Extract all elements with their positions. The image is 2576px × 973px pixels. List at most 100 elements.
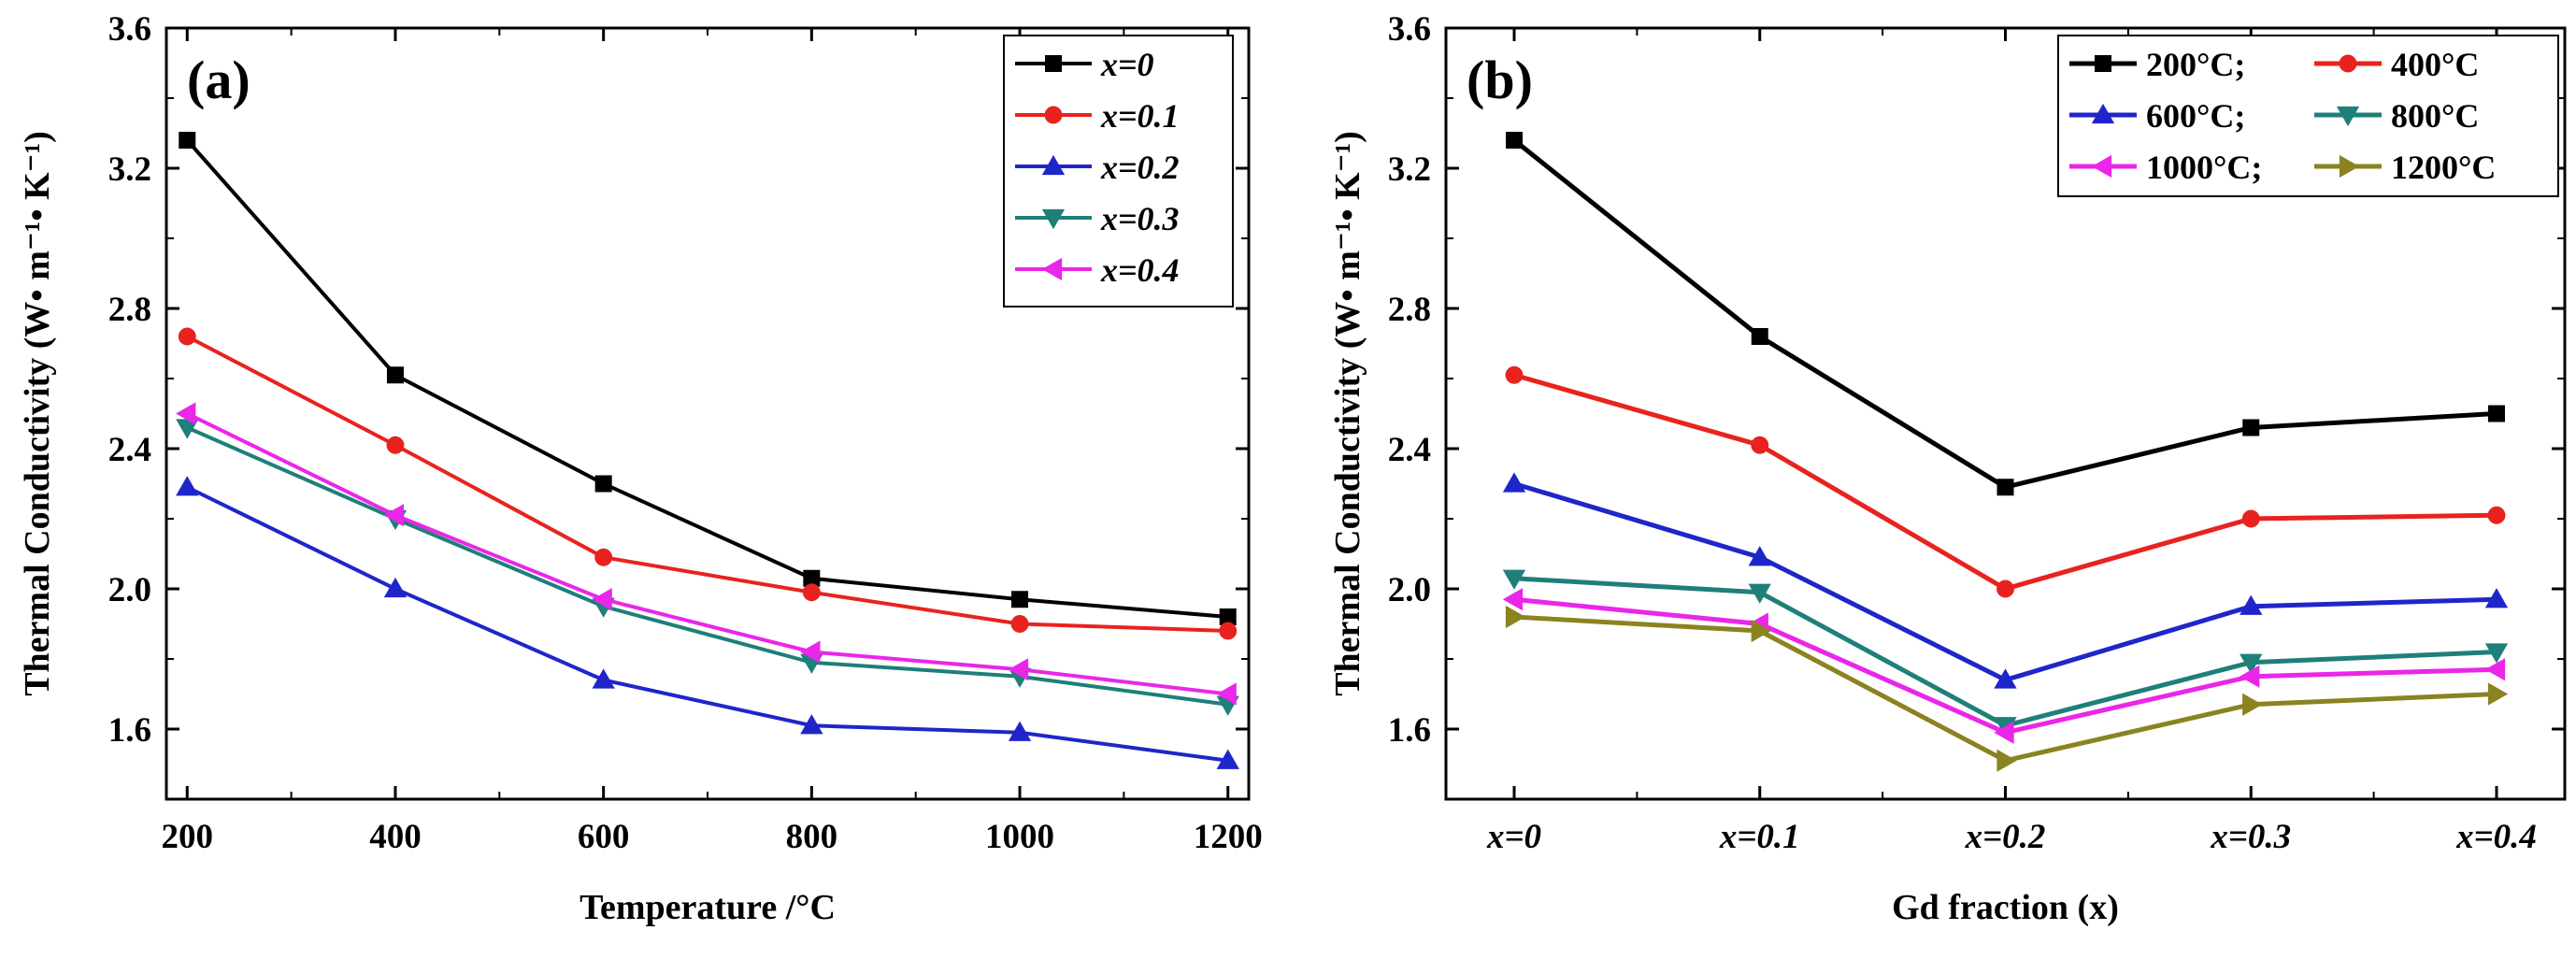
y-tick-label: 2.0 — [1388, 571, 1431, 609]
legend-label: x=0.3 — [1100, 200, 1180, 237]
y-tick-label: 2.4 — [108, 431, 151, 469]
series-line — [186, 425, 1228, 707]
legend-item: x=0.1 — [1015, 97, 1180, 135]
series-2 — [1505, 365, 2506, 598]
x-tick-label: x=0.4 — [2455, 818, 2537, 856]
legend-marker — [1044, 106, 1063, 124]
data-point — [1216, 749, 1239, 769]
data-point — [2241, 509, 2260, 528]
data-point — [1994, 668, 2017, 689]
series-line — [185, 138, 1228, 619]
data-point — [1505, 605, 1526, 629]
data-point — [2487, 506, 2506, 524]
data-point — [592, 668, 615, 689]
data-point — [1010, 615, 1029, 633]
data-point — [2484, 588, 2509, 608]
data-point — [383, 504, 405, 527]
legend-label: x=0.1 — [1100, 97, 1180, 135]
data-point — [1008, 658, 1029, 681]
y-tick-label: 2.4 — [1388, 431, 1431, 469]
data-point — [2242, 693, 2263, 716]
x-tick-label: 600 — [578, 818, 630, 856]
data-point — [176, 419, 199, 439]
x-tick-label: 400 — [369, 818, 422, 856]
legend-marker — [1041, 257, 1063, 281]
series-3 — [176, 476, 1239, 769]
data-point — [1996, 749, 2017, 772]
series-line — [1513, 576, 2497, 728]
y-tick-label: 2.0 — [108, 571, 151, 609]
data-point — [1216, 682, 1237, 706]
data-point — [1502, 472, 1526, 493]
data-point — [594, 548, 613, 566]
x-tick-label: 200 — [162, 818, 214, 856]
legend-marker — [2091, 154, 2112, 179]
x-tick-label: x=0.1 — [1719, 818, 1800, 856]
data-point — [1502, 569, 1526, 590]
legend-item: 400°C — [2314, 46, 2479, 83]
legend-marker — [1041, 208, 1066, 230]
series-5 — [176, 402, 1237, 706]
data-point — [2488, 405, 2505, 422]
data-point — [1751, 328, 1768, 345]
legend-marker — [1041, 154, 1066, 176]
series-6 — [1505, 605, 2509, 772]
legend-item: 1000°C; — [2069, 149, 2262, 186]
data-point — [1219, 622, 1238, 640]
series-line — [186, 411, 1228, 696]
data-point — [386, 436, 405, 454]
data-point — [1748, 583, 1771, 604]
series-1 — [179, 132, 1237, 625]
data-point — [1506, 132, 1523, 149]
legend-item: x=0.3 — [1015, 200, 1180, 237]
data-point — [383, 577, 408, 598]
x-tick-label: 800 — [786, 818, 838, 856]
data-point — [594, 475, 612, 493]
data-point — [178, 327, 196, 346]
x-tick-label: 1000 — [985, 818, 1054, 856]
data-point — [800, 714, 823, 735]
x-tick-label: x=0 — [1486, 818, 1541, 856]
legend-label: 1200°C — [2391, 149, 2496, 186]
legend-marker — [2339, 54, 2357, 73]
legend-label: 1000°C; — [2146, 149, 2262, 186]
legend-item: x=0.4 — [1015, 251, 1180, 289]
data-point — [1219, 608, 1237, 625]
data-point — [1505, 365, 1524, 384]
legend-marker — [2095, 55, 2111, 72]
data-point — [1008, 721, 1032, 741]
series-3 — [1502, 472, 2509, 689]
y-tick-label: 1.6 — [108, 711, 151, 750]
data-point — [2484, 643, 2509, 664]
data-point — [2240, 594, 2263, 615]
data-point — [1502, 588, 1524, 611]
series-4 — [1502, 569, 2509, 737]
data-point — [1748, 546, 1771, 566]
y-tick-label: 3.2 — [1388, 150, 1431, 189]
legend-label: 800°C — [2391, 97, 2479, 135]
data-point — [803, 569, 821, 587]
x-tick-label: x=0.3 — [2210, 818, 2291, 856]
data-point — [1751, 436, 1769, 454]
legend-item: 1200°C — [2314, 149, 2496, 186]
legend-label: 600°C; — [2146, 97, 2245, 135]
data-point — [592, 588, 612, 611]
legend: x=0 x=0.1 x=0.2 x=0.3 x=0.4 — [1003, 35, 1234, 308]
data-point — [1751, 619, 1771, 643]
data-point — [1996, 479, 2014, 496]
legend: 200°C; 400°C 600°C; 800°C 1000°C; 1200°C — [2057, 35, 2559, 197]
y-tick-label: 3.6 — [108, 10, 151, 49]
legend-item: 200°C; — [2069, 46, 2245, 83]
chart-panel-a: 1.6 2.0 2.4 2.8 3.2 3.6 200 400 600 800 1000 1200 Te… — [18, 10, 1263, 927]
panel-label: (a) — [187, 50, 250, 110]
data-point — [802, 583, 821, 602]
legend-item: 800°C — [2314, 97, 2479, 135]
series-1 — [1506, 132, 2505, 496]
legend-label: x=0 — [1100, 46, 1154, 83]
chart-panel-b: 1.6 2.0 2.4 2.8 3.2 3.6 x=0 x=0.1 x=0.2 x=0.3 x=0.… — [1328, 10, 2567, 927]
data-point — [1996, 580, 2014, 598]
series-line — [1513, 596, 2497, 736]
series-line — [186, 335, 1228, 633]
legend-marker — [2091, 103, 2115, 124]
y-tick-label: 1.6 — [1388, 711, 1431, 750]
